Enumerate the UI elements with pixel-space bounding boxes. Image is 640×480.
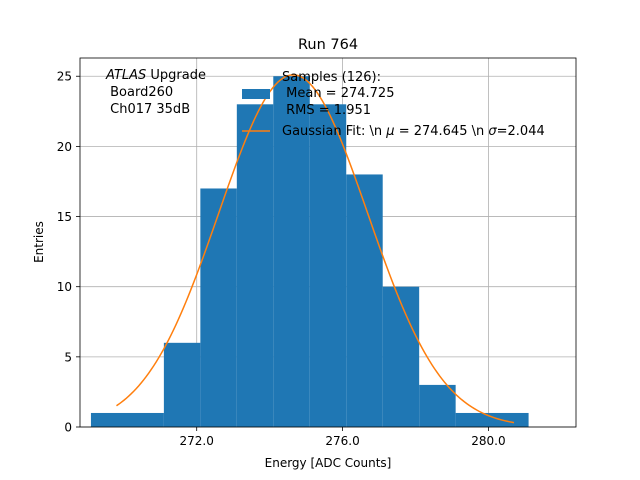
x-tick-label: 276.0 xyxy=(325,434,359,448)
histogram-bar xyxy=(309,104,347,427)
svg-text:ATLAS Upgrade: ATLAS Upgrade xyxy=(105,68,206,83)
annotation-channel: Ch017 35dB xyxy=(106,102,190,117)
atlas-annotation: ATLAS Upgrade Board260 Ch017 35dB xyxy=(105,68,206,117)
legend-fit-prefix: Gaussian Fit: \n xyxy=(282,124,386,139)
annotation-board: Board260 xyxy=(106,85,173,100)
histogram-bar xyxy=(200,188,237,427)
histogram-bar xyxy=(455,412,529,427)
legend-fit-mu-value: = 274.645 \n xyxy=(395,124,489,139)
histogram-bars xyxy=(90,76,529,428)
annotation-upgrade-word: Upgrade xyxy=(146,68,206,83)
y-tick-label: 15 xyxy=(57,210,72,224)
gaussian-fit-curve xyxy=(116,74,515,424)
x-axis-label: Energy [ADC Counts] xyxy=(265,456,392,470)
plot-frame xyxy=(79,57,577,428)
y-tick-label: 10 xyxy=(57,280,72,294)
annotation-atlas-word: ATLAS xyxy=(105,68,146,83)
y-tick-label: 5 xyxy=(64,350,72,364)
histogram-bar xyxy=(346,174,383,427)
legend-mean-label: Mean = 274.725 xyxy=(282,86,394,101)
histogram-bar xyxy=(419,384,456,427)
x-tick-label: 280.0 xyxy=(471,434,505,448)
legend-fit-sigma-symbol: σ xyxy=(488,124,497,139)
histogram-bar xyxy=(273,76,310,428)
legend-fit-mu-symbol: μ xyxy=(385,124,394,139)
chart-title: Run 764 xyxy=(298,37,358,53)
y-axis-ticks: 0 5 10 15 20 25 xyxy=(57,70,80,435)
legend-histogram-swatch xyxy=(242,89,270,99)
x-tick-label: 272.0 xyxy=(180,434,214,448)
legend: Samples (126): Mean = 274.725 RMS = 1.95… xyxy=(242,70,545,139)
histogram-bar xyxy=(163,342,201,427)
y-tick-label: 20 xyxy=(57,140,72,154)
histogram-bar xyxy=(90,412,164,427)
histogram-bar xyxy=(382,286,420,427)
y-tick-label: 0 xyxy=(64,421,72,435)
legend-fit-label: Gaussian Fit: \n μ = 274.645 \n σ=2.044 xyxy=(282,124,545,139)
y-axis-label: Entries xyxy=(32,221,46,263)
legend-histogram-label: Samples (126): xyxy=(282,70,381,85)
legend-rms-label: RMS = 1.951 xyxy=(282,103,371,118)
histogram-bar xyxy=(236,104,274,427)
x-axis-ticks: 272.0 276.0 280.0 xyxy=(180,427,506,448)
legend-fit-sigma-value: =2.044 xyxy=(497,124,545,139)
y-tick-label: 25 xyxy=(57,70,72,84)
